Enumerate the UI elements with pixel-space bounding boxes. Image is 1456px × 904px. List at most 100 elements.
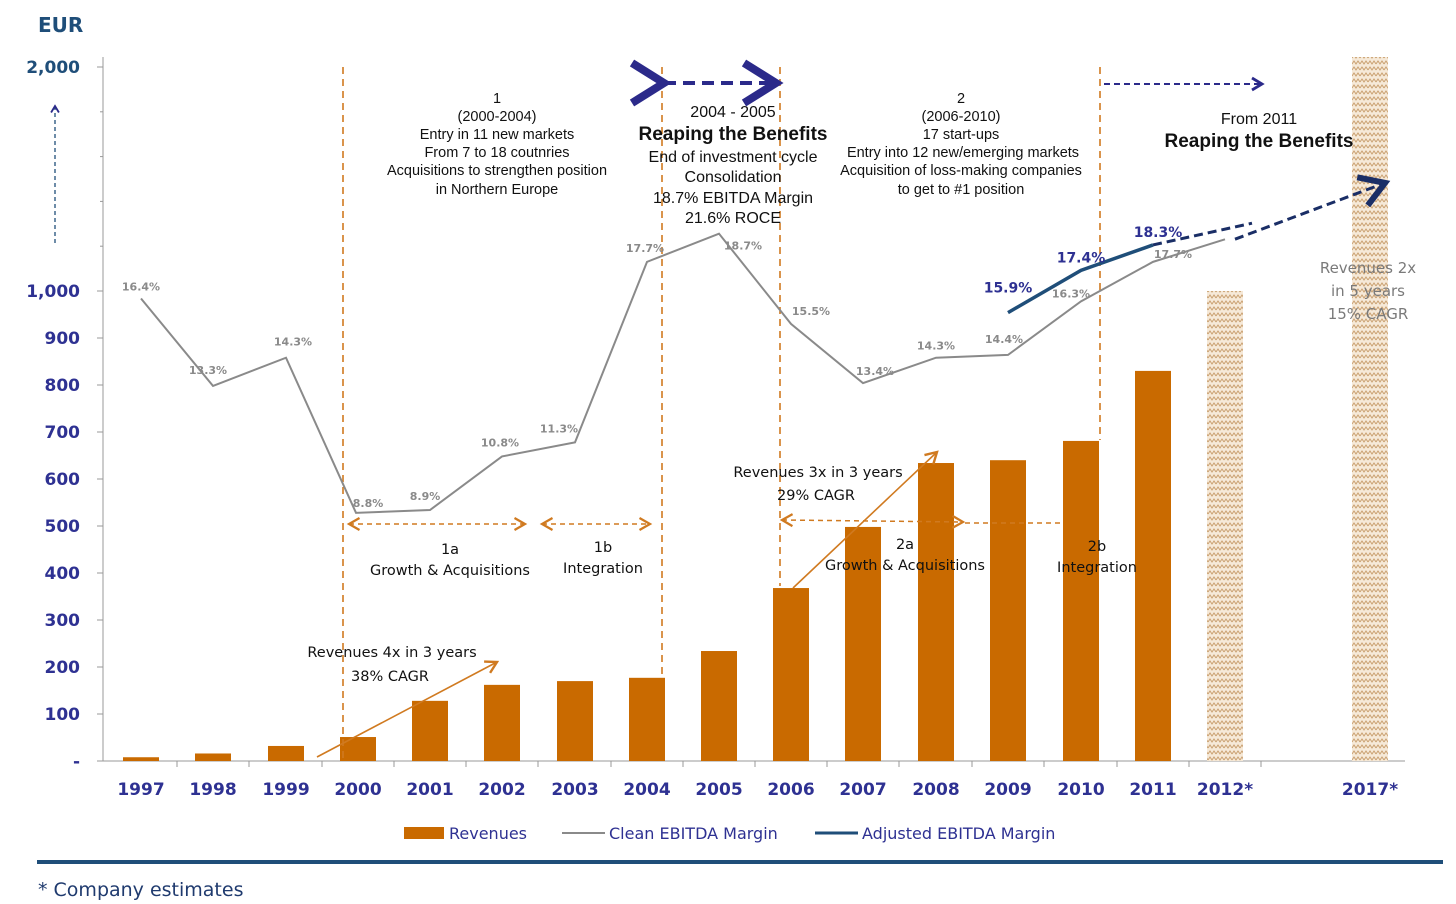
x-tick-label: 1997 [117,780,164,800]
y-tick-label: 300 [45,611,81,631]
annotation-line: Entry into 12 new/emerging markets [847,145,1079,161]
phase-dividers [342,67,1101,758]
phase-1a-id: 1a [441,542,459,558]
clean-margin-label: 13.3% [189,364,227,377]
annotation-forecast: Revenues 2x in 5 years 15% CAGR [1320,259,1416,323]
x-tick-label: 2004 [623,780,670,800]
clean-margin-label: 16.4% [122,281,160,294]
clean-margin-label: 16.3% [1052,287,1090,300]
annotation-years: 2004 - 2005 [690,104,776,121]
bar-2007 [845,526,881,761]
phase-2a-id: 2a [896,537,914,553]
clean-margin-label: 15.5% [792,305,830,318]
y-tick-label: 100 [45,705,81,725]
y-tick-label: 900 [45,329,81,349]
x-tick-label: 2012* [1197,780,1253,800]
phase-2b-label: Integration [1057,560,1137,576]
bar-1997 [123,757,159,761]
bar-2005 [701,651,737,761]
bar-2017* [1352,57,1388,761]
unit-label: EUR [38,13,83,37]
annotation-line: Entry in 11 new markets [420,127,574,143]
clean-margin-label: 8.9% [410,490,441,503]
revenue-bars [123,57,1388,761]
y-tick-label: 500 [45,517,81,537]
clean-margin-label: 14.3% [917,340,955,353]
annotation-reaping-2011: From 2011 Reaping the Benefits [1165,111,1354,152]
span-2a [779,513,966,529]
clean-margin-label: 13.4% [856,365,894,378]
adjusted-margin-label: 17.4% [1057,250,1106,266]
x-tick-label: 2003 [551,780,598,800]
bar-2004 [629,677,665,761]
x-tick-label: 1999 [262,780,309,800]
clean-margin-label: 11.3% [540,422,578,435]
clean-margin-label: 8.8% [353,497,384,510]
clean-margin-label: 18.7% [724,240,762,253]
x-tick-label: 2017* [1342,780,1398,800]
annotation-line: in Northern Europe [436,182,559,198]
legend-label-revenues: Revenues [449,824,527,843]
bar-2012* [1207,291,1243,761]
x-tick-label: 2001 [406,780,453,800]
bar-2010 [1063,440,1099,761]
y-tick-label: 600 [45,470,81,490]
phase-2b-id: 2b [1088,539,1106,555]
clean-margin-label: 10.8% [481,436,519,449]
annotation-line: From 7 to 18 coutnries [424,145,569,161]
annotation-line: Consolidation [685,169,782,186]
bar-2003 [557,681,593,761]
annotation-line: 1 [493,91,501,107]
bar-1999 [268,745,304,761]
adjusted-ebitda-line [1007,243,1154,315]
bar-2001 [412,700,448,761]
annotation-line: 2 [957,91,965,107]
annotation-line: Revenues 2x [1320,259,1416,277]
annotation-line: 21.6% ROCE [685,210,781,227]
adjusted-margin-label: 15.9% [984,281,1033,297]
axes: - 100 200 300 400 500 600 700 800 900 1,000 2,000 19… [26,57,1405,800]
y-tick-label: 800 [45,376,81,396]
annotation-line: 15% CAGR [1328,305,1409,323]
phase-1b-label: Integration [563,561,643,577]
y-tick-label: 2,000 [26,58,80,78]
annotation-line: 29% CAGR [777,488,855,504]
x-tick-label: 2007 [839,780,886,800]
bar-1998 [195,753,231,761]
annotation-title: Reaping the Benefits [1165,131,1354,152]
y-tick-label: 1,000 [26,282,80,302]
annotation-phase2: 2 (2006-2010) 17 start-ups Entry into 12… [840,91,1082,198]
bar-2008 [918,463,954,761]
bar-2000 [340,737,376,761]
growth-arrow-2 [792,450,939,589]
clean-margin-label: 17.7% [626,242,664,255]
y-tick-label: 700 [45,423,81,443]
bar-2009 [990,460,1026,761]
adjusted-margin-label: 18.3% [1134,225,1183,241]
x-tick-label: 2005 [695,780,742,800]
phase-1a-label: Growth & Acquisitions [370,563,530,579]
legend-swatch-revenues [404,827,444,839]
x-tick-label: 2008 [912,780,959,800]
annotation-line: 18.7% EBITDA Margin [653,190,813,207]
legend-label-adjusted: Adjusted EBITDA Margin [862,824,1055,843]
phase-1b-id: 1b [594,540,612,556]
annotation-line: Revenues 3x in 3 years [733,465,902,481]
phase-2a-label: Growth & Acquisitions [825,558,985,574]
annotation-from: From 2011 [1221,111,1297,128]
annotation-title: Reaping the Benefits [639,124,828,145]
x-tick-label: 2009 [984,780,1031,800]
adjusted-ebitda-projection-2012 [1152,221,1253,247]
footnote: * Company estimates [38,879,243,901]
annotation-reaping-2004-2005: 2004 - 2005 Reaping the Benefits End of … [639,104,828,227]
x-tick-label: 2002 [478,780,525,800]
bar-2002 [484,684,520,761]
adjusted-ebitda-projection-2017 [1234,174,1391,241]
x-tick-label: 2010 [1057,780,1104,800]
annotation-line: to get to #1 position [898,182,1025,198]
legend-label-clean: Clean EBITDA Margin [609,824,778,843]
annotation-line: Acquisition of loss-making companies [840,163,1082,179]
clean-margin-label: 17.7% [1154,248,1192,261]
annotation-line: in 5 years [1331,282,1405,300]
